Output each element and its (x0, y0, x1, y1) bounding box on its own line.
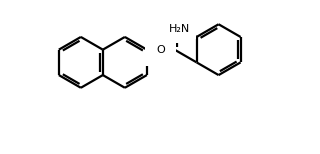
Text: O: O (171, 22, 180, 32)
Text: H₂N: H₂N (169, 24, 190, 34)
Text: O: O (156, 45, 165, 55)
